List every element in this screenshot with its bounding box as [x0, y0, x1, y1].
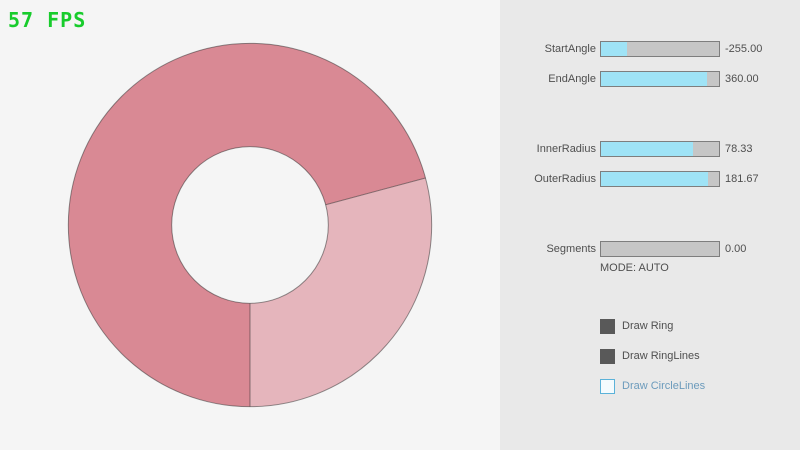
- end-angle-slider-fill: [601, 72, 708, 86]
- end-angle-row: EndAngle 360.00: [500, 71, 800, 87]
- ring-chart: [67, 42, 433, 408]
- end-angle-value: 360.00: [725, 73, 759, 85]
- segments-value: 0.00: [725, 243, 747, 255]
- ring-sector: [250, 177, 432, 407]
- draw-circlelines-label: Draw CircleLines: [622, 380, 706, 392]
- ring-sector: [68, 43, 426, 407]
- draw-ring-checkbox[interactable]: [600, 318, 615, 334]
- draw-ring-label: Draw Ring: [622, 320, 674, 332]
- start-angle-slider[interactable]: [600, 41, 720, 57]
- outer-radius-value: 181.67: [725, 173, 759, 185]
- segments-slider[interactable]: [600, 241, 720, 257]
- segments-row: Segments 0.00: [500, 241, 800, 257]
- draw-ringlines-checkbox-row: Draw RingLines: [600, 348, 700, 364]
- inner-radius-slider-fill: [601, 142, 694, 156]
- mode-indicator: MODE: AUTO: [600, 262, 669, 274]
- draw-ringlines-label: Draw RingLines: [622, 350, 700, 362]
- draw-ring-checkbox-row: Draw Ring: [600, 318, 673, 334]
- inner-radius-value: 78.33: [725, 143, 753, 155]
- end-angle-label: EndAngle: [548, 73, 596, 85]
- segments-label: Segments: [546, 243, 596, 255]
- controls-panel: StartAngle -255.00 EndAngle 360.00 Inner…: [500, 0, 800, 450]
- draw-circlelines-checkbox[interactable]: [600, 378, 615, 394]
- inner-radius-slider[interactable]: [600, 141, 720, 157]
- outer-radius-label: OuterRadius: [534, 173, 596, 185]
- ring-boundary-line: [325, 177, 426, 206]
- outer-radius-slider[interactable]: [600, 171, 720, 187]
- start-angle-row: StartAngle -255.00: [500, 41, 800, 57]
- start-angle-value: -255.00: [725, 43, 763, 55]
- inner-radius-row: InnerRadius 78.33: [500, 141, 800, 157]
- fps-counter: 57 FPS: [8, 8, 87, 32]
- ring-inner-outline: [171, 146, 329, 304]
- start-angle-label: StartAngle: [544, 43, 596, 55]
- draw-ringlines-checkbox[interactable]: [600, 348, 615, 364]
- outer-radius-slider-fill: [601, 172, 709, 186]
- start-angle-slider-fill: [601, 42, 627, 56]
- inner-radius-label: InnerRadius: [536, 143, 596, 155]
- end-angle-slider[interactable]: [600, 71, 720, 87]
- outer-radius-row: OuterRadius 181.67: [500, 171, 800, 187]
- draw-circlelines-checkbox-row: Draw CircleLines: [600, 378, 705, 394]
